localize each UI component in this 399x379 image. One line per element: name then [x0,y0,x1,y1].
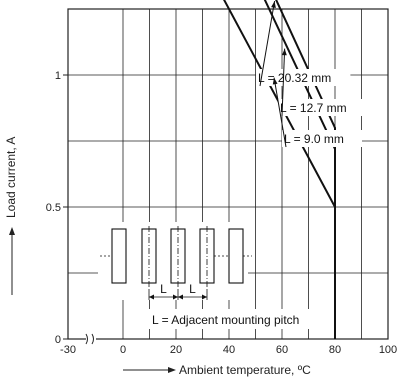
y-axis-arrow-icon [9,227,15,235]
x-axis-title-group: Ambient temperature, ºC [123,363,311,377]
note-background [143,309,328,329]
callout-background [256,69,351,86]
callout-label: L = 9.0 mm [284,132,344,146]
callout-background [282,130,362,147]
x-tick-label: 80 [329,344,341,356]
callouts: L = 20.32 mm L = 12.7 mm L = 9.0 mm [256,0,366,148]
pitch-label: L [160,282,167,296]
series-lines [223,0,336,339]
module-rect [228,228,244,284]
pitch-label: L [189,282,196,296]
module-rect [111,228,127,284]
dimension-arrow-icon [173,294,178,300]
x-tick-label: 100 [379,344,397,356]
x-tick-label: 60 [276,344,288,356]
y-axis-title-group: Load current, A [4,137,18,295]
callout-background [278,99,366,116]
callout-label: L = 12.7 mm [280,101,347,115]
x-tick-label: 20 [170,344,182,356]
y-axis-title: Load current, A [4,137,18,218]
callout-arrow-icon [281,48,287,56]
x-axis-title: Ambient temperature, ºC [179,363,311,377]
dimension-arrow-icon [202,294,207,300]
x-tick-label: -30 [60,344,76,356]
callout-leader-line [281,48,286,117]
callout-label: L = 20.32 mm [258,71,331,85]
dimension-arrow-icon [178,294,183,300]
x-axis-arrow-icon [168,367,176,373]
axis-break-icon [85,333,96,345]
callout-leader-line [259,0,276,87]
callout-arrow-icon [272,77,278,85]
mounting-pitch-note: L = Adjacent mounting pitch [152,313,299,327]
y-tick-label: 0 [55,334,61,346]
x-tick-label: 0 [120,344,126,356]
callout-leader-line [273,77,287,148]
y-tick-label: 1 [55,70,61,82]
x-tick-label: 40 [223,344,235,356]
series-line [223,0,336,339]
callout-arrow-icon [271,1,276,8]
dimension-arrow-icon [149,294,154,300]
y-tick-label: 0.5 [46,202,61,214]
